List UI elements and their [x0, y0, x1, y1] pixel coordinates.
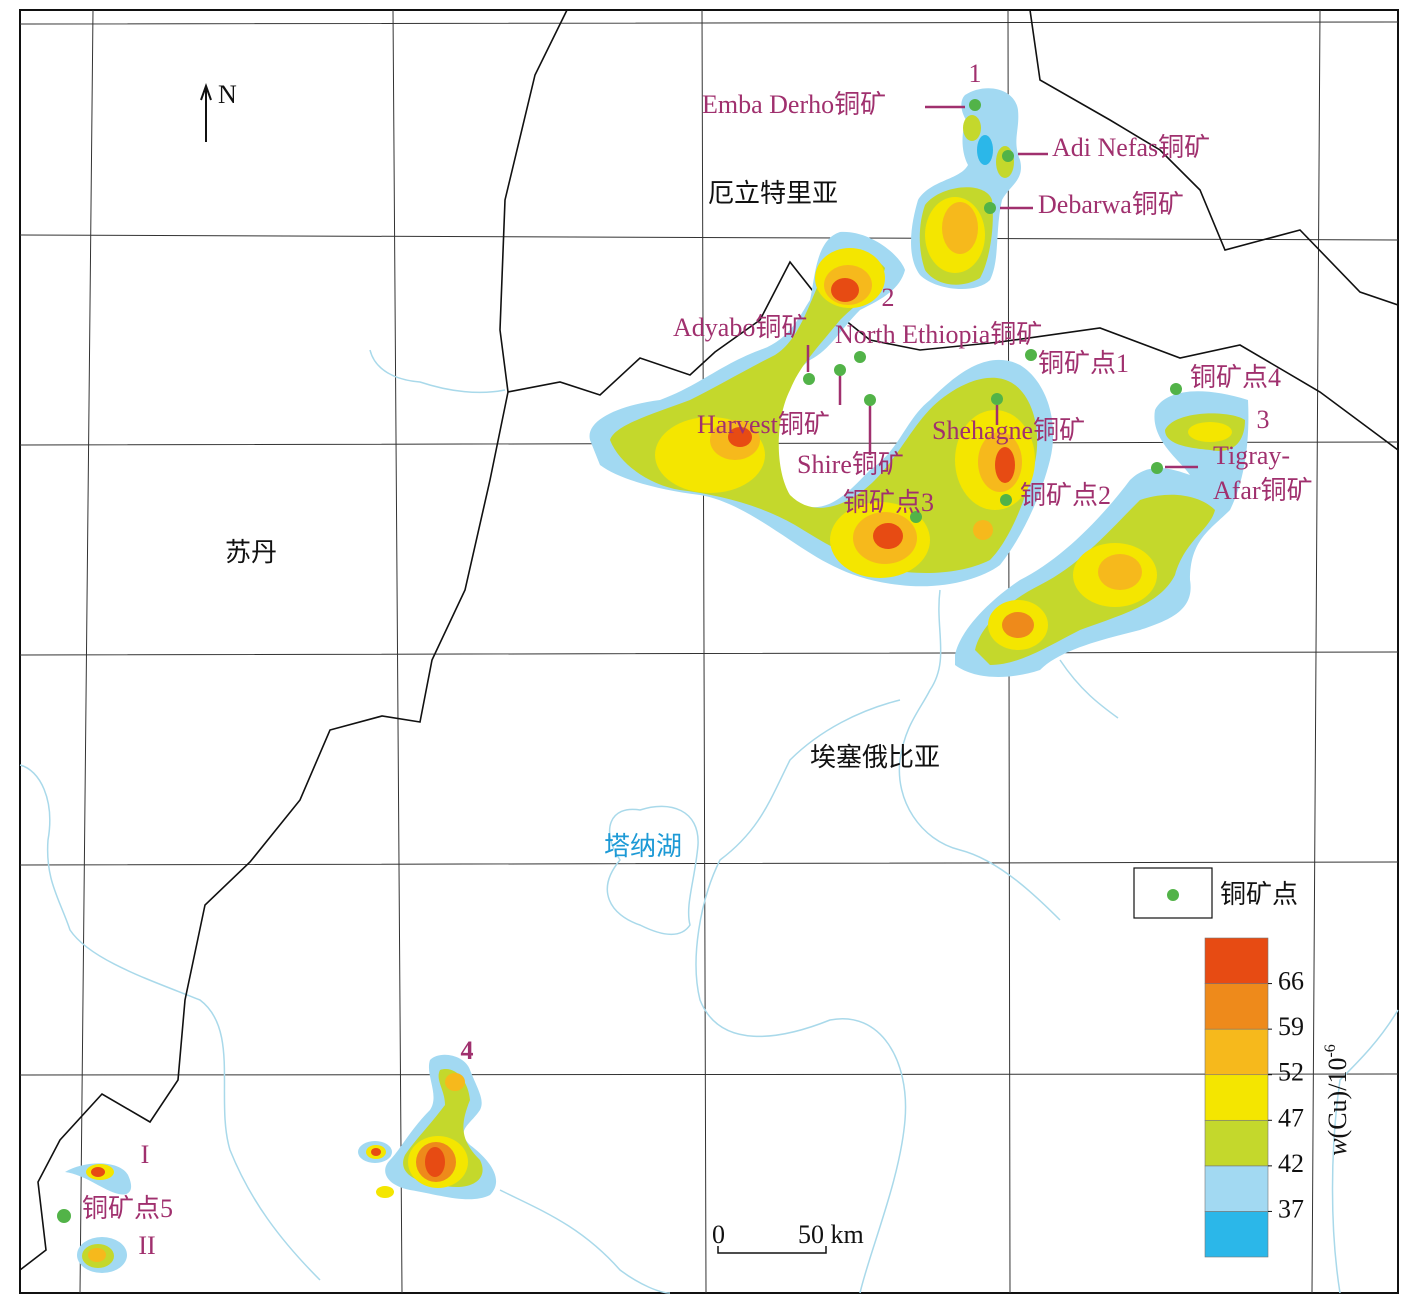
color-band — [1204, 983, 1269, 1030]
ore-point-label: 铜矿点1 — [1038, 349, 1129, 378]
color-band — [1204, 937, 1269, 984]
legend-tick-label: 37 — [1278, 1194, 1304, 1223]
ore-points — [57, 99, 1182, 1223]
mine-label: Shehagne铜矿 — [932, 416, 1085, 445]
scale-start: 0 — [712, 1220, 725, 1249]
ore-point-label: 铜矿点2 — [1020, 481, 1111, 510]
frame — [19, 9, 1399, 1294]
leaders — [806, 105, 1198, 469]
north-arrow — [200, 83, 212, 142]
labels: 1 2 3 4 I II Emba Derho铜矿 Adi Nefas铜矿 De… — [82, 59, 1313, 1260]
anomaly-number: I — [141, 1140, 150, 1169]
anomaly-number: 1 — [969, 59, 982, 88]
mine-label: Afar铜矿 — [1213, 476, 1313, 505]
legend-tick-label: 59 — [1278, 1012, 1304, 1041]
mine-label: Emba Derho铜矿 — [702, 90, 886, 119]
color-band — [1204, 1074, 1269, 1121]
anomaly-number: 2 — [882, 283, 895, 312]
country-name: 厄立特里亚 — [708, 179, 838, 208]
legend-tick-label: 42 — [1278, 1149, 1304, 1178]
mine-label: Adyabo铜矿 — [673, 313, 807, 342]
legend-point-label: 铜矿点 — [1220, 880, 1298, 909]
scale-bar — [717, 1246, 827, 1254]
legend-tick-label: 52 — [1278, 1058, 1304, 1087]
unit-label: w(Cu)/10-6 — [1322, 1044, 1352, 1156]
mine-label: Shire铜矿 — [797, 450, 904, 479]
country-name: 苏丹 — [225, 538, 277, 567]
unit-symbol: w — [1323, 1138, 1352, 1156]
legend-tick-label: 47 — [1278, 1103, 1304, 1132]
mine-label: Adi Nefas铜矿 — [1052, 133, 1210, 162]
mine-label: Harvest铜矿 — [697, 410, 830, 439]
scale-end: 50 km — [798, 1220, 864, 1249]
ore-point-label: 铜矿点5 — [82, 1194, 173, 1223]
legend-point — [1167, 889, 1179, 901]
color-band — [1204, 1165, 1269, 1212]
anomaly-number: II — [138, 1231, 155, 1260]
color-band — [1204, 1211, 1269, 1258]
anomaly-contours — [65, 88, 1249, 1273]
ore-point-label: 铜矿点4 — [1190, 363, 1281, 392]
color-band — [1204, 1119, 1269, 1167]
legend-point-box — [1133, 867, 1213, 919]
mine-label: Tigray- — [1213, 441, 1290, 470]
legend-tick-label: 66 — [1278, 967, 1304, 996]
unit-text: (Cu)/10 — [1323, 1058, 1352, 1139]
color-band — [1204, 1028, 1269, 1076]
unit-exponent: -6 — [1322, 1044, 1339, 1057]
anomaly-number: 4 — [461, 1036, 474, 1065]
anomaly-number: 3 — [1257, 405, 1270, 434]
mine-label: Debarwa铜矿 — [1038, 190, 1184, 219]
rivers — [19, 349, 1399, 1294]
north-label: N — [218, 80, 237, 109]
country-name: 埃塞俄比亚 — [810, 743, 940, 772]
color-scale: 37 42 47 52 59 66 — [1204, 937, 1304, 1258]
lake-name: 塔纳湖 — [604, 832, 682, 861]
ore-point-label: 铜矿点3 — [843, 488, 934, 517]
mine-label: North Ethiopia铜矿 — [835, 320, 1042, 349]
